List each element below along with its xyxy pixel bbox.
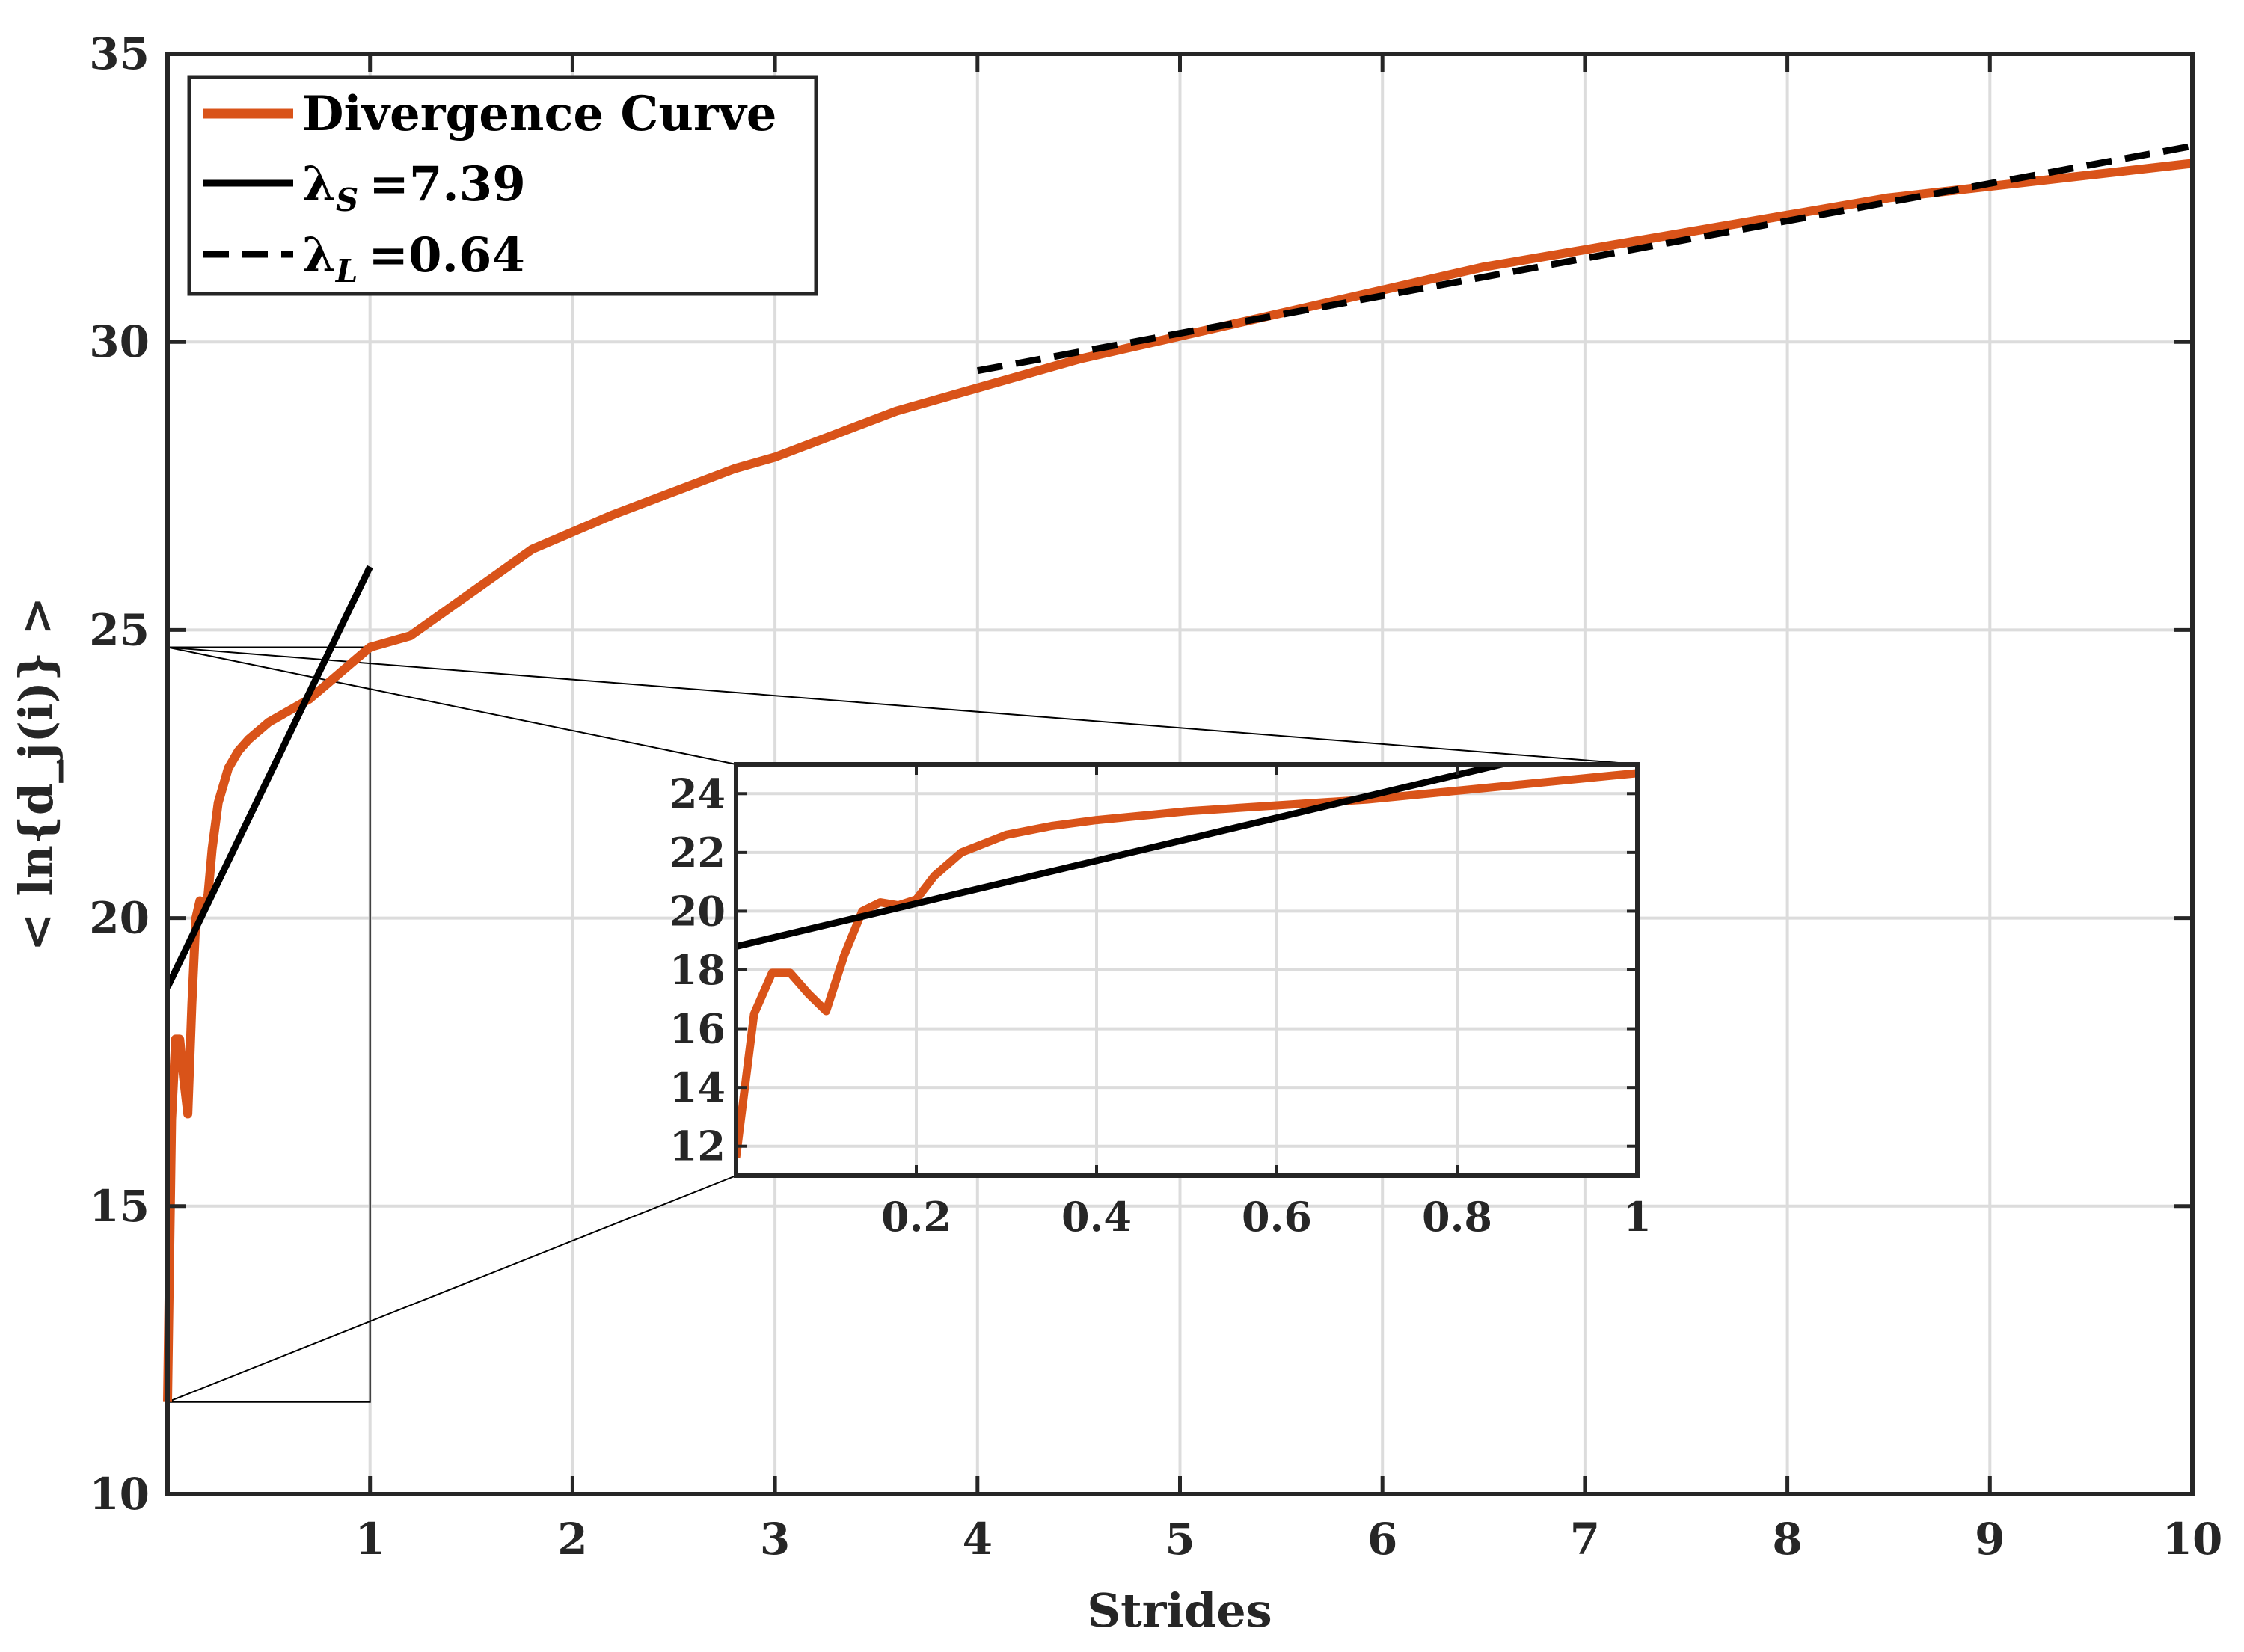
legend-lambda-s-value: =7.39	[369, 156, 526, 212]
series-long-term-fit	[976, 142, 2193, 375]
inset-y-tick-label: 16	[669, 1005, 726, 1053]
zoom-connector	[167, 646, 737, 765]
x-tick-label: 2	[557, 1514, 587, 1565]
inset-y-tick-label: 22	[669, 829, 726, 876]
legend-lambda-s-subscript: S	[336, 182, 358, 218]
series-short-term-fit	[164, 565, 373, 989]
inset-plot: 0.2 0.4 0.6 0.8 1 12 14 16 18 20 22 24	[669, 762, 1652, 1241]
x-tick-label: 9	[1975, 1514, 2005, 1565]
inset-series-short-term-fit	[736, 764, 1516, 950]
x-tick-label: 7	[1570, 1514, 1600, 1565]
legend-lambda-l-symbol: λ	[302, 227, 336, 283]
legend-lambda-l-subscript: L	[335, 253, 358, 289]
y-tick-label: 25	[89, 604, 150, 655]
series-divergence-curve	[163, 159, 2193, 1402]
inset-x-tick-label: 0.2	[881, 1193, 951, 1241]
main-series-layer	[163, 142, 2193, 1402]
zoom-connector	[167, 646, 1638, 765]
x-axis-title: Strides	[1087, 1583, 1272, 1638]
legend-box	[187, 75, 818, 296]
inset-y-tick-labels: 12 14 16 18 20 22 24	[669, 770, 726, 1170]
x-tick-label: 1	[355, 1514, 385, 1565]
x-tick-label: 8	[1772, 1514, 1802, 1565]
x-tick-label: 6	[1367, 1514, 1397, 1565]
inset-x-tick-labels: 0.2 0.4 0.6 0.8 1	[881, 1193, 1652, 1241]
legend: Divergence Curve λS =7.39 λL =0.64	[187, 75, 818, 296]
y-tick-label: 35	[89, 28, 150, 79]
x-tick-label: 3	[760, 1514, 790, 1565]
inset-series-divergence-curve	[736, 769, 1637, 1159]
x-tick-labels: 1 2 3 4 5 6 7 8 9 10	[355, 1514, 2223, 1565]
inset-x-tick-label: 0.4	[1061, 1193, 1132, 1241]
inset-series-layer	[736, 764, 1637, 1159]
zoom-connector	[167, 1175, 737, 1403]
inset-y-tick-label: 12	[669, 1123, 726, 1170]
y-axis-title: < ln{d_j(i)} >	[9, 597, 64, 951]
x-tick-label: 10	[2162, 1514, 2223, 1565]
y-tick-label: 30	[89, 316, 150, 367]
y-tick-labels: 10 15 20 25 30 35	[89, 28, 150, 1520]
x-tick-label: 4	[963, 1514, 993, 1565]
inset-y-tick-label: 14	[669, 1063, 726, 1111]
inset-x-tick-label: 0.6	[1242, 1193, 1312, 1241]
x-tick-label: 5	[1165, 1514, 1195, 1565]
y-tick-label: 20	[89, 893, 150, 944]
legend-label-long-term: λL =0.64	[302, 227, 525, 289]
inset-y-tick-label: 18	[669, 946, 726, 994]
y-tick-label: 10	[89, 1469, 150, 1520]
main-ticks	[168, 52, 2195, 1496]
legend-lambda-l-value: =0.64	[368, 227, 525, 283]
y-tick-label: 15	[89, 1181, 150, 1232]
legend-label-short-term: λS =7.39	[302, 156, 526, 218]
inset-y-tick-label: 20	[669, 887, 726, 935]
inset-x-tick-label: 0.8	[1422, 1193, 1492, 1241]
inset-series-group	[736, 764, 1637, 1159]
inset-grid	[736, 764, 1637, 1176]
legend-label-divergence: Divergence Curve	[302, 86, 777, 142]
inset-x-tick-label: 1	[1623, 1193, 1652, 1241]
inset-y-tick-label: 24	[669, 770, 726, 817]
inset-ticks	[736, 764, 1639, 1176]
legend-lambda-s-symbol: λ	[302, 156, 336, 212]
